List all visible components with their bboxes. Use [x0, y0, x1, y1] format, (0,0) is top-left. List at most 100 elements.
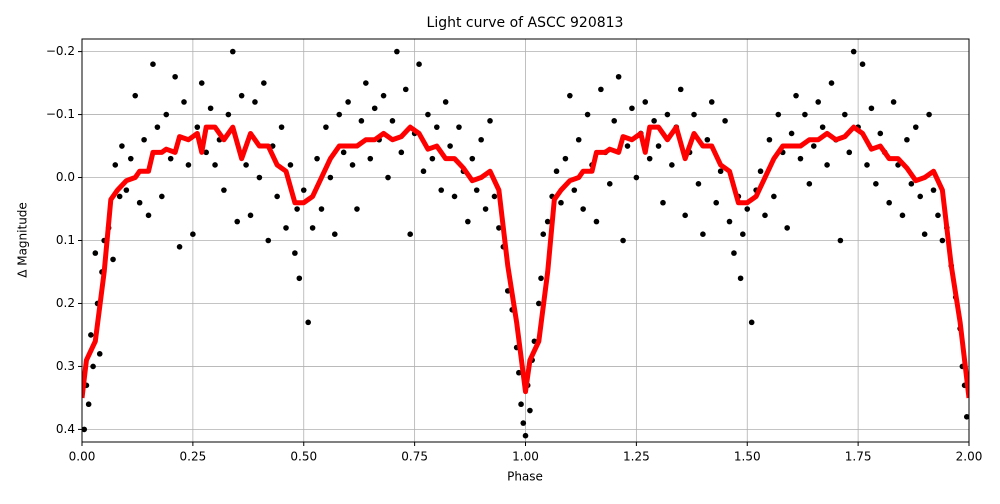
- point: [296, 275, 303, 282]
- point: [82, 426, 88, 433]
- point: [252, 99, 258, 105]
- x-tick-label: 2.00: [956, 450, 983, 464]
- point: [802, 111, 808, 118]
- point: [331, 231, 338, 238]
- point: [465, 218, 471, 225]
- point: [797, 155, 804, 162]
- point: [127, 155, 134, 162]
- point: [92, 250, 99, 256]
- point: [425, 111, 431, 118]
- point: [159, 193, 165, 200]
- point: [620, 237, 626, 244]
- y-tick-label: 0.3: [56, 359, 75, 373]
- point: [651, 118, 657, 124]
- point: [886, 199, 892, 206]
- point: [921, 231, 928, 238]
- point: [354, 206, 360, 212]
- point: [558, 199, 564, 206]
- point: [748, 319, 755, 326]
- point: [132, 92, 139, 99]
- point: [283, 225, 289, 231]
- point: [868, 105, 875, 112]
- point: [677, 86, 684, 93]
- point: [85, 401, 92, 408]
- point: [819, 124, 826, 130]
- point: [185, 162, 192, 168]
- point: [660, 199, 666, 206]
- point: [150, 61, 156, 67]
- point: [606, 181, 613, 187]
- point: [447, 143, 453, 149]
- point: [207, 105, 214, 112]
- point: [274, 193, 280, 200]
- x-tick-label: 0.75: [401, 450, 428, 464]
- point: [300, 187, 307, 193]
- point: [726, 218, 733, 225]
- y-axis-label: Δ Magnitude: [16, 202, 30, 278]
- point: [899, 212, 906, 219]
- point: [380, 92, 387, 99]
- point: [487, 118, 493, 124]
- point: [930, 187, 937, 193]
- point: [873, 181, 879, 187]
- point: [234, 218, 241, 225]
- point: [527, 407, 533, 414]
- point: [336, 111, 343, 118]
- point: [163, 111, 170, 118]
- point: [890, 99, 897, 105]
- x-tick-label: 0.00: [69, 450, 96, 464]
- x-tick-label: 1.00: [512, 450, 539, 464]
- point: [575, 136, 582, 143]
- point: [145, 212, 152, 219]
- point: [112, 162, 119, 168]
- chart-title: Light curve of ASCC 920813: [427, 15, 624, 31]
- point: [926, 111, 932, 118]
- point: [154, 124, 161, 130]
- point: [294, 206, 300, 212]
- point: [261, 80, 267, 86]
- point: [287, 162, 294, 168]
- point: [225, 111, 232, 118]
- point: [194, 124, 201, 130]
- point: [389, 118, 396, 124]
- point: [669, 162, 675, 168]
- point: [176, 243, 183, 250]
- point: [402, 86, 409, 93]
- point: [434, 124, 440, 130]
- point: [655, 143, 662, 149]
- point: [198, 80, 205, 86]
- point: [438, 187, 445, 193]
- point: [516, 369, 522, 376]
- point: [243, 162, 249, 168]
- curve: [82, 124, 969, 399]
- point: [784, 225, 790, 231]
- point: [850, 48, 857, 55]
- y-tick-label: −0.2: [46, 44, 75, 58]
- point: [119, 143, 125, 149]
- point: [580, 206, 586, 212]
- point: [309, 225, 316, 231]
- point: [788, 130, 795, 137]
- point: [793, 92, 799, 99]
- point: [305, 319, 311, 326]
- point: [90, 363, 96, 370]
- point: [522, 432, 529, 439]
- point: [877, 130, 884, 137]
- point: [571, 187, 578, 193]
- point: [700, 231, 706, 238]
- point: [664, 111, 671, 118]
- point: [598, 86, 604, 93]
- y-tick-label: 0.4: [56, 422, 75, 436]
- y-tick-label: 0.1: [56, 233, 75, 247]
- point: [708, 99, 715, 105]
- point: [292, 250, 298, 256]
- point: [713, 199, 720, 206]
- point: [496, 225, 502, 231]
- point: [633, 174, 640, 181]
- point: [553, 168, 560, 175]
- point: [190, 231, 196, 238]
- point: [740, 231, 746, 238]
- point: [256, 174, 263, 181]
- y-tick-label: 0.0: [56, 170, 75, 184]
